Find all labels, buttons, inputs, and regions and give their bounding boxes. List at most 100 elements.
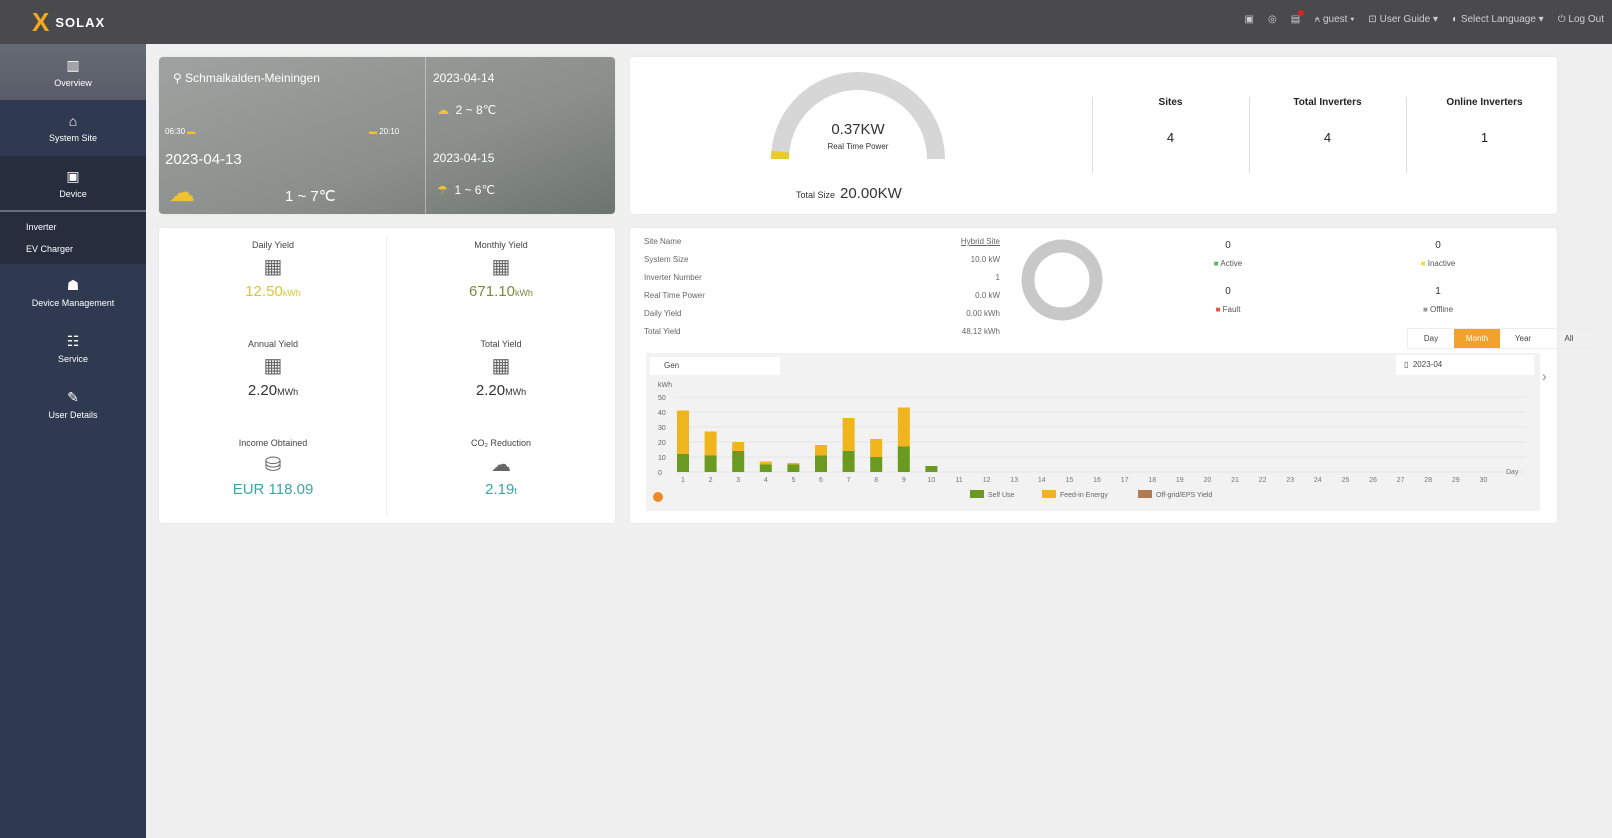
site-info-key: Total Yield [644,327,681,336]
day2-forecast: ☁ 2 ~ 8℃ [437,103,497,117]
logout-button[interactable]: ⏻ Log Out [1557,14,1604,25]
bar-feed-in-energy[interactable] [870,439,883,457]
yield-unit: kWh [514,288,533,298]
bar-self-use[interactable] [815,455,827,473]
site-info-value: 0.00 kWh [966,309,1000,318]
y-axis-label: kWh [658,382,672,389]
chart-type-select[interactable]: Gen [650,357,780,375]
partly-cloudy-icon: ☁ [169,177,195,207]
sidebar-item-system-site[interactable]: ⌂ System Site [48,113,97,143]
bar-feed-in-energy[interactable] [842,418,855,451]
bar-feed-in-energy[interactable] [704,431,717,456]
legend-label[interactable]: Self Use [988,492,1015,499]
user-menu[interactable]: ⍲ guest ▾ [1314,14,1355,25]
tab-all[interactable]: All [1564,334,1574,343]
yield-item: Income Obtained ⛁ EUR 118.09 [159,438,387,499]
bar-self-use[interactable] [897,446,910,473]
bar-feed-in-energy[interactable] [815,445,827,456]
bar-self-use[interactable] [787,464,800,473]
cloud-rain-icon: ☂ [437,183,448,197]
gauge-track [771,72,945,160]
screen-icon[interactable]: ▣ [1244,14,1254,25]
x-tick-label: 19 [1176,477,1184,484]
site-info-key: Site Name [644,237,682,246]
month-picker[interactable]: ▯ 2023-04 [1396,355,1534,375]
chevron-right-icon[interactable]: › [1542,368,1547,384]
service-icon: ☷ [66,332,80,349]
x-tick-label: 17 [1121,477,1129,484]
status-dot-icon: ■ [1420,259,1426,268]
x-tick-label: 6 [819,477,823,484]
calendar-icon: ▦ [491,355,511,377]
x-tick-label: 12 [983,477,991,484]
sidebar-item-device[interactable]: ▣ Device [0,156,146,212]
legend-label[interactable]: Feed-in Energy [1060,492,1108,499]
yield-value: 2.20 [475,382,506,399]
weather-card: ⚲ Schmalkalden-Meiningen 06:30 ▬ ▬ 20:10… [159,57,615,214]
site-info-row: Real Time Power 0.0 kW [644,291,1000,300]
x-tick-label: 1 [681,477,685,484]
legend-label[interactable]: Off-grid/EPS Yield [1156,492,1212,499]
cloud-sun-icon: ☁ [437,103,449,117]
x-tick-label: 5 [791,477,795,484]
help-icon[interactable]: ◎ [1268,14,1277,25]
status-dot-icon: ■ [1422,305,1428,314]
notification-icon[interactable]: ▤ [1290,10,1305,25]
status-dot-icon: ■ [1215,305,1221,314]
site-info-value: 48.12 kWh [961,327,1000,336]
sidebar-item-service[interactable]: ☷ Service [57,332,88,364]
status-offline: 1 ■ Offline [1422,286,1454,314]
bar-self-use[interactable] [842,451,855,472]
bar-feed-in-energy[interactable] [759,461,772,465]
bar-self-use[interactable] [704,455,717,473]
sunrise-icon: ▬ [187,127,196,136]
day3-forecast: ☂ 1 ~ 6℃ [437,183,495,197]
site-status-donut [1021,239,1103,321]
x-tick-label: 10 [928,477,936,484]
bar-self-use[interactable] [925,466,938,472]
bar-feed-in-energy[interactable] [732,442,745,451]
x-tick-label: 3 [736,477,740,484]
site-info-value[interactable]: Hybrid Site [960,237,1000,246]
bar-self-use[interactable] [759,464,772,473]
bar-self-use[interactable] [677,454,689,472]
solax-logo[interactable]: X SOLAX [32,7,106,37]
sidebar-item-overview[interactable]: ▥ Overview [0,44,146,100]
bar-feed-in-energy[interactable] [897,407,910,447]
legend-swatch [1138,490,1152,498]
sidebar-item-device-management[interactable]: ☗ Device Management [31,276,115,308]
y-tick-label: 20 [658,440,666,447]
co2-icon: ☁ [491,454,511,476]
x-tick-label: 29 [1452,477,1460,484]
sidebar-sub-inverter[interactable]: Inverter [26,222,57,232]
language-menu[interactable]: ◐ Select Language ▾ [1451,14,1544,25]
yield-label: Annual Yield [247,339,299,349]
tab-month[interactable]: Month [1454,329,1500,348]
bar-self-use[interactable] [732,451,745,472]
chart-icon: ▥ [66,56,80,73]
bar-feed-in-energy[interactable] [787,463,800,465]
x-tick-label: 11 [955,477,962,484]
y-tick-label: 0 [658,470,662,477]
x-tick-label: 20 [1204,477,1212,484]
power-stats-card: 0.37KW Real Time Power Total Size 20.00K… [630,57,1557,214]
user-guide-menu[interactable]: ⊡ User Guide ▾ [1368,14,1438,25]
y-tick-label: 10 [658,455,666,462]
tab-year[interactable]: Year [1514,334,1532,343]
x-tick-label: 22 [1259,477,1267,484]
site-info-value: 0.0 kW [975,291,1000,300]
sidebar-item-user-details[interactable]: ✎ User Details [48,388,98,420]
donut-ring [1021,239,1103,321]
sidebar-sub-ev-charger[interactable]: EV Charger [26,244,74,254]
download-icon[interactable] [653,492,663,502]
x-tick-label: 9 [902,477,906,484]
bar-feed-in-energy[interactable] [677,410,689,455]
site-info-key: Real Time Power [644,291,705,300]
calendar-icon: ▦ [263,256,283,278]
calendar-icon: ▦ [491,256,511,278]
tab-day[interactable]: Day [1423,334,1439,343]
yield-label: CO₂ Reduction [470,438,532,448]
bar-self-use[interactable] [870,457,883,472]
site-info-row: Daily Yield 0.00 kWh [644,309,1000,318]
real-time-power-value: 0.37KW [831,121,885,138]
